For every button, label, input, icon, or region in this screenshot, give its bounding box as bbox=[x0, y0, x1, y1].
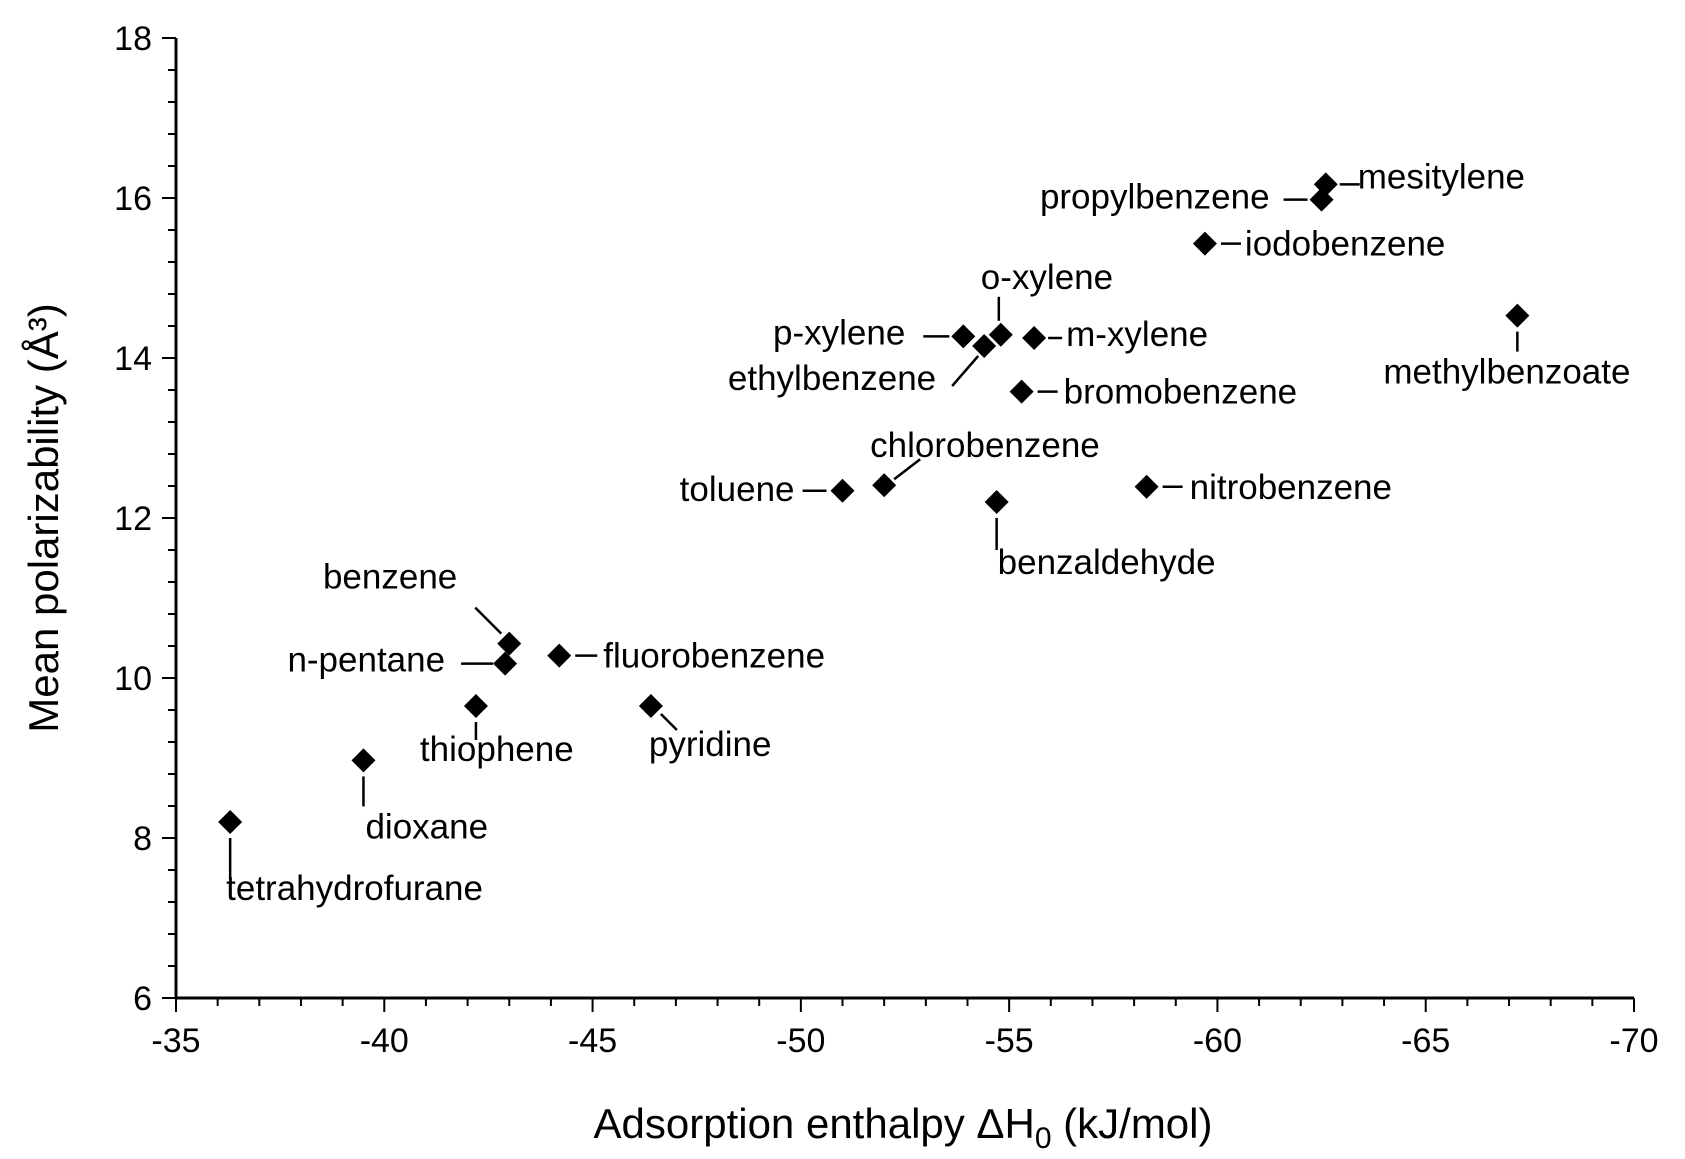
point-label: mesitylene bbox=[1358, 157, 1525, 196]
point-label: dioxane bbox=[365, 807, 488, 846]
point-label: pyridine bbox=[649, 725, 772, 764]
y-tick-label: 16 bbox=[114, 180, 152, 218]
x-axis-ticks: -35 -40 -45 -50 -55 -60 -65 -70 bbox=[151, 998, 1659, 1060]
y-axis-title: Mean polarizability (Å³) bbox=[20, 303, 67, 732]
data-point bbox=[1505, 303, 1530, 328]
x-axis-title-subscript: 0 bbox=[1035, 1122, 1052, 1155]
data-point bbox=[872, 473, 897, 498]
x-tick-label: -55 bbox=[985, 1022, 1034, 1060]
data-point bbox=[984, 490, 1009, 514]
y-tick-label: 18 bbox=[114, 20, 152, 58]
data-point bbox=[351, 748, 376, 773]
x-axis-title: Adsorption enthalpy ΔH0 (kJ/mol) bbox=[594, 1100, 1213, 1155]
label-leader-line bbox=[474, 606, 503, 635]
y-tick-label: 14 bbox=[114, 340, 152, 378]
y-tick-label: 10 bbox=[114, 660, 152, 698]
data-point-labels: tetrahydrofurane dioxane thiophene n-pentan… bbox=[226, 157, 1630, 908]
point-label: thiophene bbox=[420, 730, 574, 769]
point-label: toluene bbox=[680, 470, 795, 509]
point-label: m-xylene bbox=[1066, 315, 1208, 354]
y-axis-ticks: 6 8 10 12 14 16 18 bbox=[114, 20, 176, 1018]
label-leader-lines bbox=[228, 183, 1519, 880]
data-point bbox=[1134, 474, 1159, 499]
point-label: chlorobenzene bbox=[870, 426, 1100, 465]
x-tick-label: -40 bbox=[360, 1022, 409, 1060]
data-point bbox=[218, 810, 243, 834]
x-tick-label: -50 bbox=[776, 1022, 825, 1060]
data-point bbox=[1192, 231, 1217, 256]
label-leader-line bbox=[893, 458, 921, 481]
point-label: fluorobenzene bbox=[603, 637, 825, 676]
data-point bbox=[1313, 172, 1338, 197]
label-leader-line bbox=[951, 355, 980, 387]
point-label: benzene bbox=[323, 558, 457, 597]
data-point bbox=[988, 322, 1013, 347]
y-tick-label: 12 bbox=[114, 500, 152, 538]
point-label: p-xylene bbox=[773, 313, 905, 352]
y-tick-label: 8 bbox=[133, 820, 152, 858]
point-label: bromobenzene bbox=[1064, 373, 1298, 412]
data-point bbox=[638, 694, 663, 718]
data-point bbox=[830, 478, 855, 503]
point-label: nitrobenzene bbox=[1190, 468, 1392, 507]
data-point bbox=[493, 651, 518, 676]
point-label: propylbenzene bbox=[1040, 178, 1270, 217]
data-point bbox=[951, 324, 976, 349]
x-tick-label: -45 bbox=[568, 1022, 617, 1060]
x-axis-title-main: Adsorption enthalpy ΔH bbox=[594, 1100, 1035, 1147]
x-axis-title-unit: (kJ/mol) bbox=[1052, 1100, 1213, 1147]
point-label: iodobenzene bbox=[1245, 225, 1445, 264]
point-label: benzaldehyde bbox=[998, 543, 1216, 582]
x-tick-label: -70 bbox=[1609, 1022, 1658, 1060]
label-leader-line bbox=[660, 713, 678, 731]
point-label: tetrahydrofurane bbox=[226, 869, 483, 908]
x-tick-label: -35 bbox=[151, 1022, 200, 1060]
x-tick-label: -60 bbox=[1193, 1022, 1242, 1060]
axes: -35 -40 -45 -50 -55 -60 -65 -70 6 8 10 12 14 16 18 bbox=[114, 20, 1658, 1060]
data-point bbox=[972, 334, 997, 358]
data-point bbox=[463, 694, 488, 718]
data-point bbox=[1009, 379, 1034, 404]
data-point bbox=[547, 643, 572, 668]
data-point bbox=[1022, 326, 1047, 350]
y-tick-label: 6 bbox=[133, 980, 152, 1018]
x-tick-label: -65 bbox=[1401, 1022, 1450, 1060]
data-point bbox=[497, 631, 522, 656]
data-points bbox=[218, 172, 1530, 834]
point-label: n-pentane bbox=[287, 641, 445, 680]
point-label: methylbenzoate bbox=[1383, 353, 1630, 392]
point-label: ethylbenzene bbox=[728, 359, 936, 398]
point-label: o-xylene bbox=[981, 258, 1113, 297]
